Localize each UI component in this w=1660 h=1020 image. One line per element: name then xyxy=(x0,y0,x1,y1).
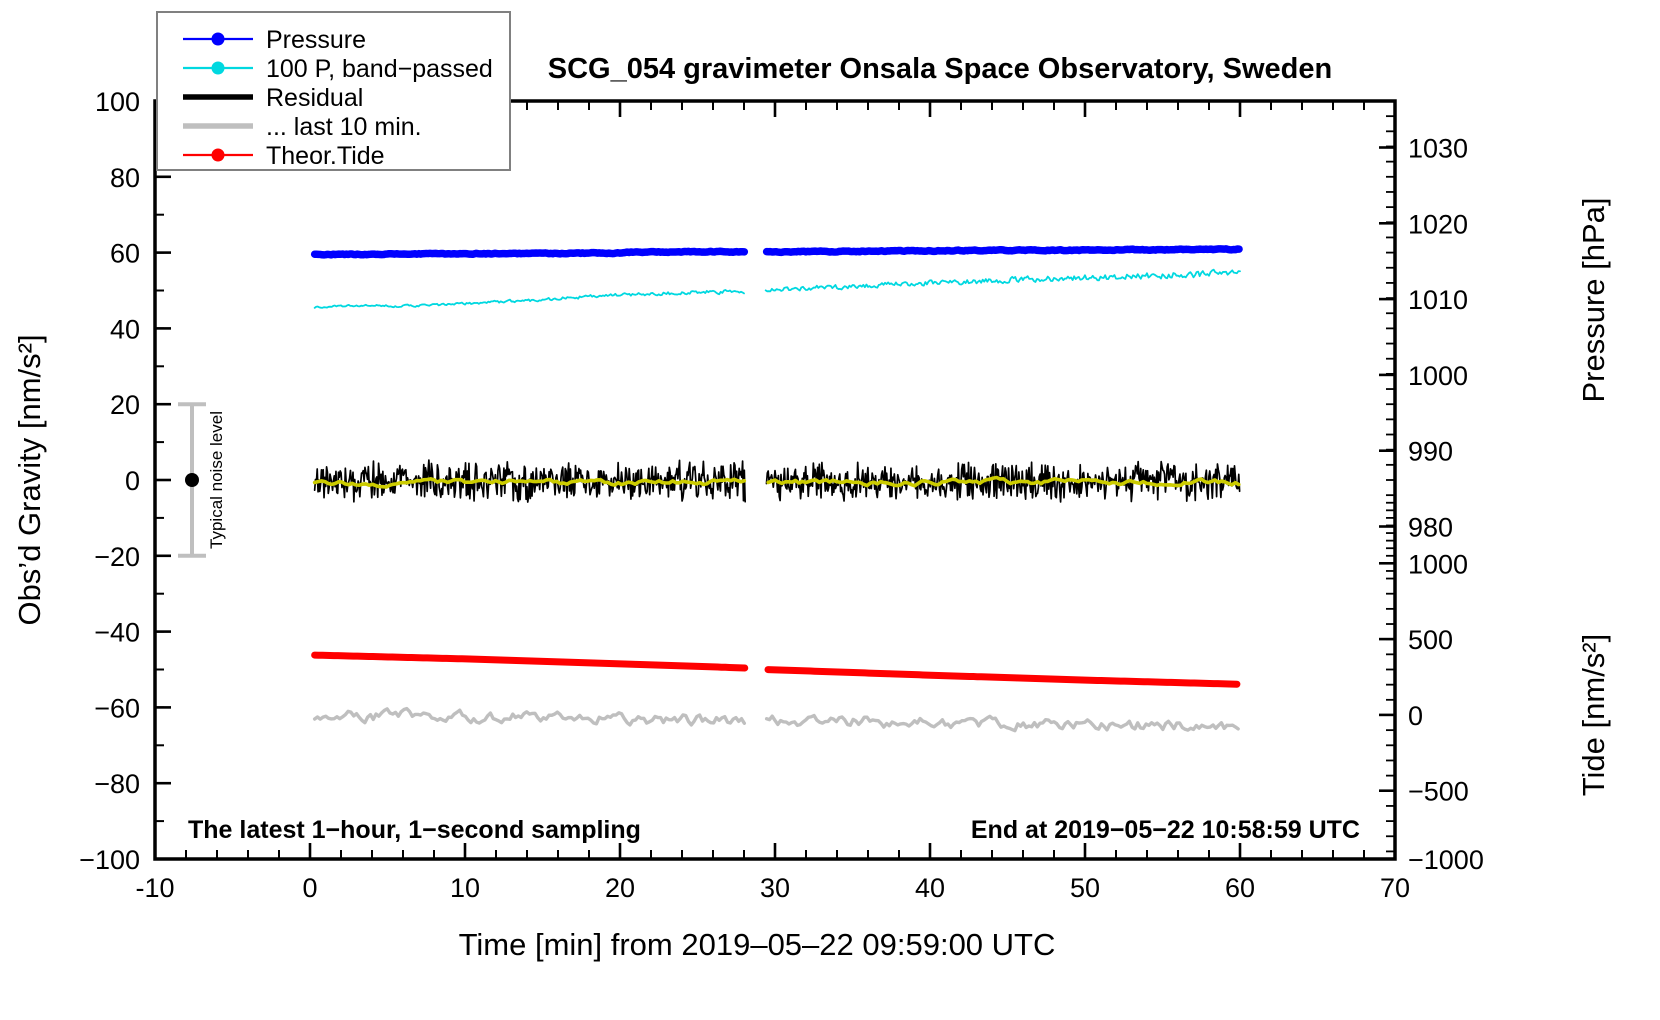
series-pressure xyxy=(310,247,749,259)
legend-label: 100 P, band−passed xyxy=(266,55,493,83)
pressure-axis-minor-ticks xyxy=(1386,100,1395,572)
legend-label: ... last 10 min. xyxy=(266,113,422,141)
series-theor-tide xyxy=(764,666,1241,688)
legend-item-band-passed[interactable]: 100 P, band−passed xyxy=(183,55,493,83)
legend-item-last-10-min[interactable]: ... last 10 min. xyxy=(183,113,422,141)
series-residual-smoothed xyxy=(312,477,747,489)
legend-item-residual[interactable]: Residual xyxy=(183,84,363,112)
pressure-axis-ticks xyxy=(1379,146,1395,528)
y-tick-label: −100 xyxy=(79,845,140,875)
y-tick-label: −80 xyxy=(94,769,140,799)
x-tick-label: 30 xyxy=(760,873,790,903)
y-axis-title: Obs’d Gravity [nm/s²] xyxy=(12,334,47,625)
y-tick-label: −60 xyxy=(94,693,140,723)
left-y-tick-labels: 100 80 60 40 20 0 −20 −40 −60 −80 −100 xyxy=(79,87,140,875)
y-tick-label: −20 xyxy=(94,542,140,572)
y-tick-label: 100 xyxy=(95,87,140,117)
legend-label: Pressure xyxy=(266,26,366,54)
y-tick-label: −40 xyxy=(94,618,140,648)
y-tick-label: 60 xyxy=(110,239,140,269)
end-time-note: End at 2019−05−22 10:58:59 UTC xyxy=(971,816,1360,844)
tide-axis-ticks xyxy=(1379,561,1395,861)
legend-marker-pressure xyxy=(211,32,225,46)
series-residual-smoothed xyxy=(766,475,1241,488)
x-tick-label: 70 xyxy=(1380,873,1410,903)
legend-marker-theor-tide xyxy=(211,148,225,162)
x-tick-label: -10 xyxy=(135,873,174,903)
series-last-10-min xyxy=(312,706,747,727)
typical-noise-level-marker xyxy=(178,402,206,558)
series-pressure xyxy=(762,245,1243,257)
tide-tick-label: −500 xyxy=(1408,777,1469,807)
y-tick-label: 20 xyxy=(110,390,140,420)
sampling-note: The latest 1−hour, 1−second sampling xyxy=(188,816,641,844)
left-y-minor-ticks xyxy=(155,100,164,860)
pressure-tick-label: 1010 xyxy=(1408,285,1468,315)
legend-item-pressure[interactable]: Pressure xyxy=(183,26,366,54)
legend[interactable]: Pressure 100 P, band−passed Residual ...… xyxy=(156,11,511,171)
legend-label: Residual xyxy=(266,84,363,112)
tide-tick-label: 1000 xyxy=(1408,549,1468,579)
y-tick-label: 40 xyxy=(110,314,140,344)
pressure-tick-label: 1020 xyxy=(1408,209,1468,239)
x-axis-title: Time [min] from 2019‒05‒22 09:59:00 UTC xyxy=(459,927,1056,962)
x-tick-label: 0 xyxy=(302,873,317,903)
chart-title: SCG_054 gravimeter Onsala Space Observat… xyxy=(548,53,1332,85)
tide-tick-label: −1000 xyxy=(1408,845,1484,875)
pressure-tick-label: 1030 xyxy=(1408,134,1468,164)
x-tick-label: 60 xyxy=(1225,873,1255,903)
x-tick-label: 50 xyxy=(1070,873,1100,903)
series-theor-tide xyxy=(311,651,749,672)
pressure-tick-label: 980 xyxy=(1408,513,1453,543)
tide-tick-label: 0 xyxy=(1408,701,1423,731)
pressure-tick-label: 990 xyxy=(1408,437,1453,467)
y-tick-label: 0 xyxy=(125,466,140,496)
legend-label: Theor.Tide xyxy=(266,142,385,170)
series-band-passed xyxy=(313,289,745,309)
legend-marker-band-passed xyxy=(211,61,225,75)
series-band-passed xyxy=(764,268,1241,293)
y-tick-label: 80 xyxy=(110,163,140,193)
series-last-10-min xyxy=(764,713,1240,733)
pressure-tick-label: 1000 xyxy=(1408,361,1468,391)
tide-axis-minor-ticks xyxy=(1386,501,1395,853)
tide-tick-label: 500 xyxy=(1408,625,1453,655)
legend-item-theor-tide[interactable]: Theor.Tide xyxy=(183,142,385,170)
x-tick-label: 20 xyxy=(605,873,635,903)
tide-axis-title: Tide [nm/s²] xyxy=(1576,634,1611,797)
noise-level-label: Typical noise level xyxy=(207,411,226,549)
x-tick-label: 10 xyxy=(450,873,480,903)
tide-axis-tick-labels: 1000 500 0 −500 −1000 xyxy=(1408,549,1484,875)
x-axis-tick-labels: -10 0 10 20 30 40 50 60 70 xyxy=(135,873,1410,903)
pressure-axis-title: Pressure [hPa] xyxy=(1576,197,1611,402)
x-tick-label: 40 xyxy=(915,873,945,903)
pressure-axis-tick-labels: 1030 1020 1010 1000 990 980 xyxy=(1408,134,1468,543)
data-series-layer xyxy=(310,245,1243,733)
noise-level-dot xyxy=(185,473,199,487)
